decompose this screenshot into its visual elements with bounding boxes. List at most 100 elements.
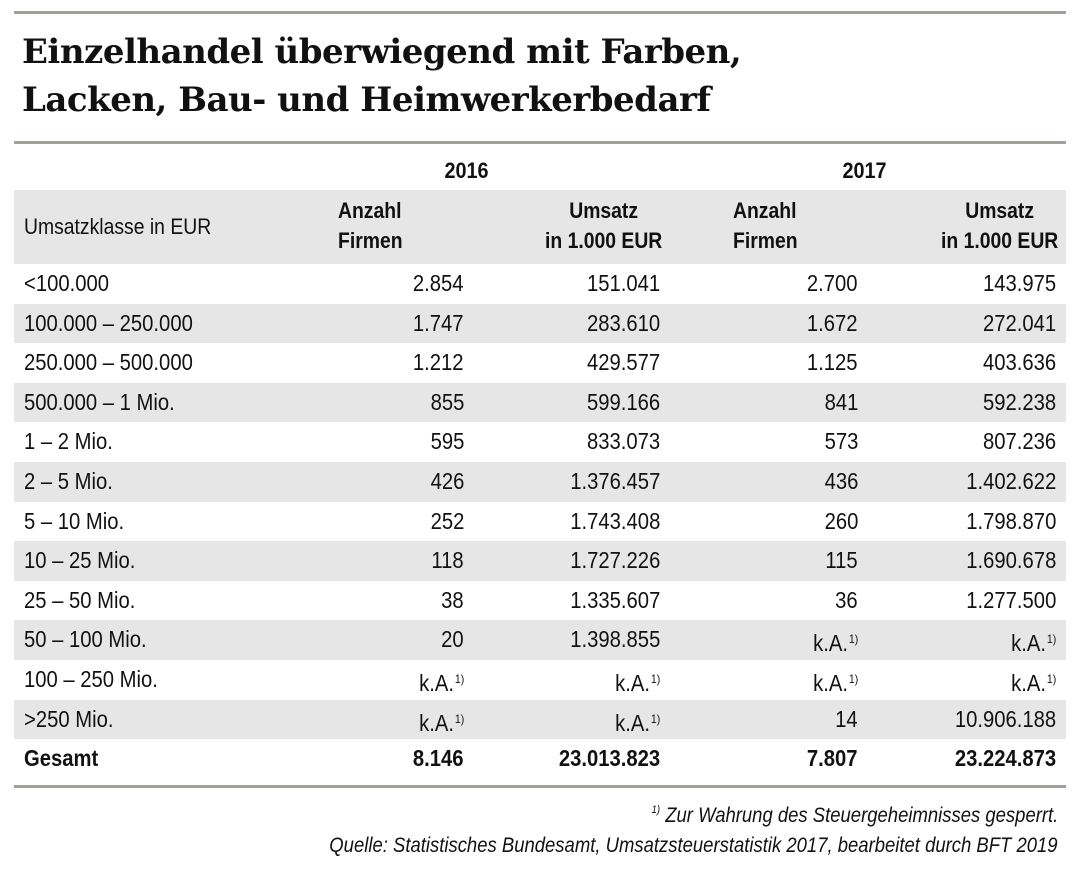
cell-value: 403.636 xyxy=(982,349,1056,376)
cell-value: 1.402.622 xyxy=(965,468,1056,494)
cell-anzahl-2017: 14 xyxy=(835,700,858,740)
cell-anzahl-2016: 2.854 xyxy=(413,264,464,304)
cell-umsatz-2016: k.A.1) xyxy=(615,660,660,704)
cell-value: 807.236 xyxy=(982,428,1056,455)
cell-umsatz-2017: 1.798.870 xyxy=(966,502,1056,542)
source-note: Quelle: Statistisches Bundesamt, Umsatzs… xyxy=(329,834,1058,857)
cell-anzahl-2016: 1.747 xyxy=(413,304,464,344)
cell-anzahl-2016: k.A.1) xyxy=(419,700,464,744)
cell-anzahl-2017: k.A.1) xyxy=(813,660,858,704)
cell-anzahl-2016: 252 xyxy=(430,502,464,542)
cell-umsatz-2017: 272.041 xyxy=(983,304,1056,344)
header-line: Umsatz xyxy=(568,198,638,223)
cell-value: 1.798.870 xyxy=(965,507,1056,534)
column-header-band: Umsatzklasse in EUR Anzahl Firmen Umsatz… xyxy=(14,190,1066,264)
row-label: 10 – 25 Mio. xyxy=(24,547,136,574)
header-anzahl-2016: Anzahl Firmen xyxy=(338,196,403,256)
cell-anzahl-2017: 7.807 xyxy=(807,739,858,779)
year-2017-header: 2017 xyxy=(842,158,887,183)
footnote-marker: 1) xyxy=(650,672,660,686)
cell-value: k.A. xyxy=(812,630,848,657)
row-label: 500.000 – 1 Mio. xyxy=(24,388,175,415)
cell-anzahl-2017: 1.125 xyxy=(807,343,858,383)
table-row: <100.000 2.854 151.041 2.700 143.975 xyxy=(14,264,1066,304)
header-line: Anzahl xyxy=(733,198,797,223)
top-rule xyxy=(14,11,1066,14)
cell-value: 1.125 xyxy=(807,349,858,376)
table-row: 1 – 2 Mio. 595 833.073 573 807.236 xyxy=(14,422,1066,462)
cell-value: 115 xyxy=(825,547,858,574)
cell-umsatz-2017: k.A.1) xyxy=(1011,620,1056,664)
table-row: >250 Mio. k.A.1) k.A.1) 14 10.906.188 xyxy=(14,699,1066,740)
title-rule xyxy=(14,141,1066,144)
cell-value: k.A. xyxy=(812,670,848,696)
cell-value: 151.041 xyxy=(586,270,660,296)
cell-umsatz-2017: 23.224.873 xyxy=(955,739,1056,779)
table-row: 100 – 250 Mio. k.A.1) k.A.1) k.A.1) k.A.1) xyxy=(14,660,1066,700)
cell-anzahl-2016: 8.146 xyxy=(413,739,464,779)
header-line: Firmen xyxy=(733,228,798,253)
cell-umsatz-2016: 283.610 xyxy=(587,304,660,344)
row-label: Gesamt xyxy=(24,745,99,772)
page-title: Einzelhandel überwiegend mit Farben, Lac… xyxy=(22,28,742,124)
row-label: 25 – 50 Mio. xyxy=(24,586,136,613)
cell-umsatz-2016: 1.376.457 xyxy=(570,462,660,502)
cell-anzahl-2016: 118 xyxy=(432,541,464,581)
cell-umsatz-2016: 1.727.226 xyxy=(570,541,660,581)
cell-value: k.A. xyxy=(418,709,454,736)
cell-value: 7.807 xyxy=(807,745,858,772)
year-2016-header: 2016 xyxy=(444,158,489,183)
cell-value: 1.277.500 xyxy=(965,586,1056,613)
cell-value: 36 xyxy=(835,586,858,613)
cell-umsatz-2016: 1.398.855 xyxy=(570,620,660,660)
cell-value: 841 xyxy=(824,388,858,415)
cell-value: 592.238 xyxy=(982,388,1056,415)
cell-umsatz-2017: k.A.1) xyxy=(1011,660,1056,704)
total-row: Gesamt 8.146 23.013.823 7.807 23.224.873 xyxy=(14,739,1066,779)
cell-anzahl-2016: 855 xyxy=(430,383,464,423)
cell-value: 143.975 xyxy=(982,270,1056,296)
footnote-marker: 1) xyxy=(651,804,660,816)
cell-umsatz-2016: 429.577 xyxy=(587,343,660,383)
cell-umsatz-2017: 10.906.188 xyxy=(955,700,1056,740)
cell-value: 573 xyxy=(824,428,858,455)
footnote: 1) Zur Wahrung des Steuergeheimnisses ge… xyxy=(650,804,1058,828)
cell-value: 272.041 xyxy=(982,309,1056,336)
cell-value: 283.610 xyxy=(586,309,660,336)
cell-value: 426 xyxy=(430,468,464,494)
cell-value: k.A. xyxy=(418,670,454,696)
cell-umsatz-2017: 1.277.500 xyxy=(966,581,1056,621)
row-label: 2 – 5 Mio. xyxy=(24,468,113,494)
cell-value: 1.398.855 xyxy=(569,626,660,653)
row-label: 50 – 100 Mio. xyxy=(24,626,147,653)
header-anzahl-2017: Anzahl Firmen xyxy=(733,196,798,256)
cell-umsatz-2017: 1.690.678 xyxy=(966,541,1056,581)
cell-umsatz-2017: 1.402.622 xyxy=(966,462,1056,502)
title-line-1: Einzelhandel überwiegend mit Farben, xyxy=(22,32,742,72)
cell-umsatz-2016: 833.073 xyxy=(587,422,660,462)
cell-umsatz-2017: 807.236 xyxy=(983,422,1056,462)
cell-umsatz-2016: 599.166 xyxy=(587,383,660,423)
table-row: 2 – 5 Mio. 426 1.376.457 436 1.402.622 xyxy=(14,462,1066,502)
cell-umsatz-2016: 1.743.408 xyxy=(570,502,660,542)
table-row: 10 – 25 Mio. 118 1.727.226 115 1.690.678 xyxy=(14,541,1066,581)
cell-value: 38 xyxy=(441,586,464,613)
cell-anzahl-2017: 841 xyxy=(824,383,858,423)
cell-anzahl-2016: 1.212 xyxy=(413,343,464,383)
cell-anzahl-2016: 595 xyxy=(430,422,464,462)
cell-value: 14 xyxy=(835,705,858,732)
title-line-2: Lacken, Bau- und Heimwerkerbedarf xyxy=(22,80,711,120)
cell-anzahl-2017: 115 xyxy=(826,541,858,581)
cell-value: 2.700 xyxy=(807,270,858,296)
cell-value: 833.073 xyxy=(586,428,660,455)
cell-umsatz-2016: k.A.1) xyxy=(615,700,660,744)
footnote-marker: 1) xyxy=(454,711,464,726)
cell-value: k.A. xyxy=(1010,630,1046,657)
cell-value: 1.690.678 xyxy=(965,547,1056,574)
table-row: 50 – 100 Mio. 20 1.398.855 k.A.1) k.A.1) xyxy=(14,620,1066,660)
row-label: >250 Mio. xyxy=(24,705,114,732)
cell-value: k.A. xyxy=(614,670,650,696)
cell-umsatz-2016: 23.013.823 xyxy=(559,739,660,779)
cell-value: 1.672 xyxy=(807,309,858,336)
cell-value: 429.577 xyxy=(586,349,660,376)
